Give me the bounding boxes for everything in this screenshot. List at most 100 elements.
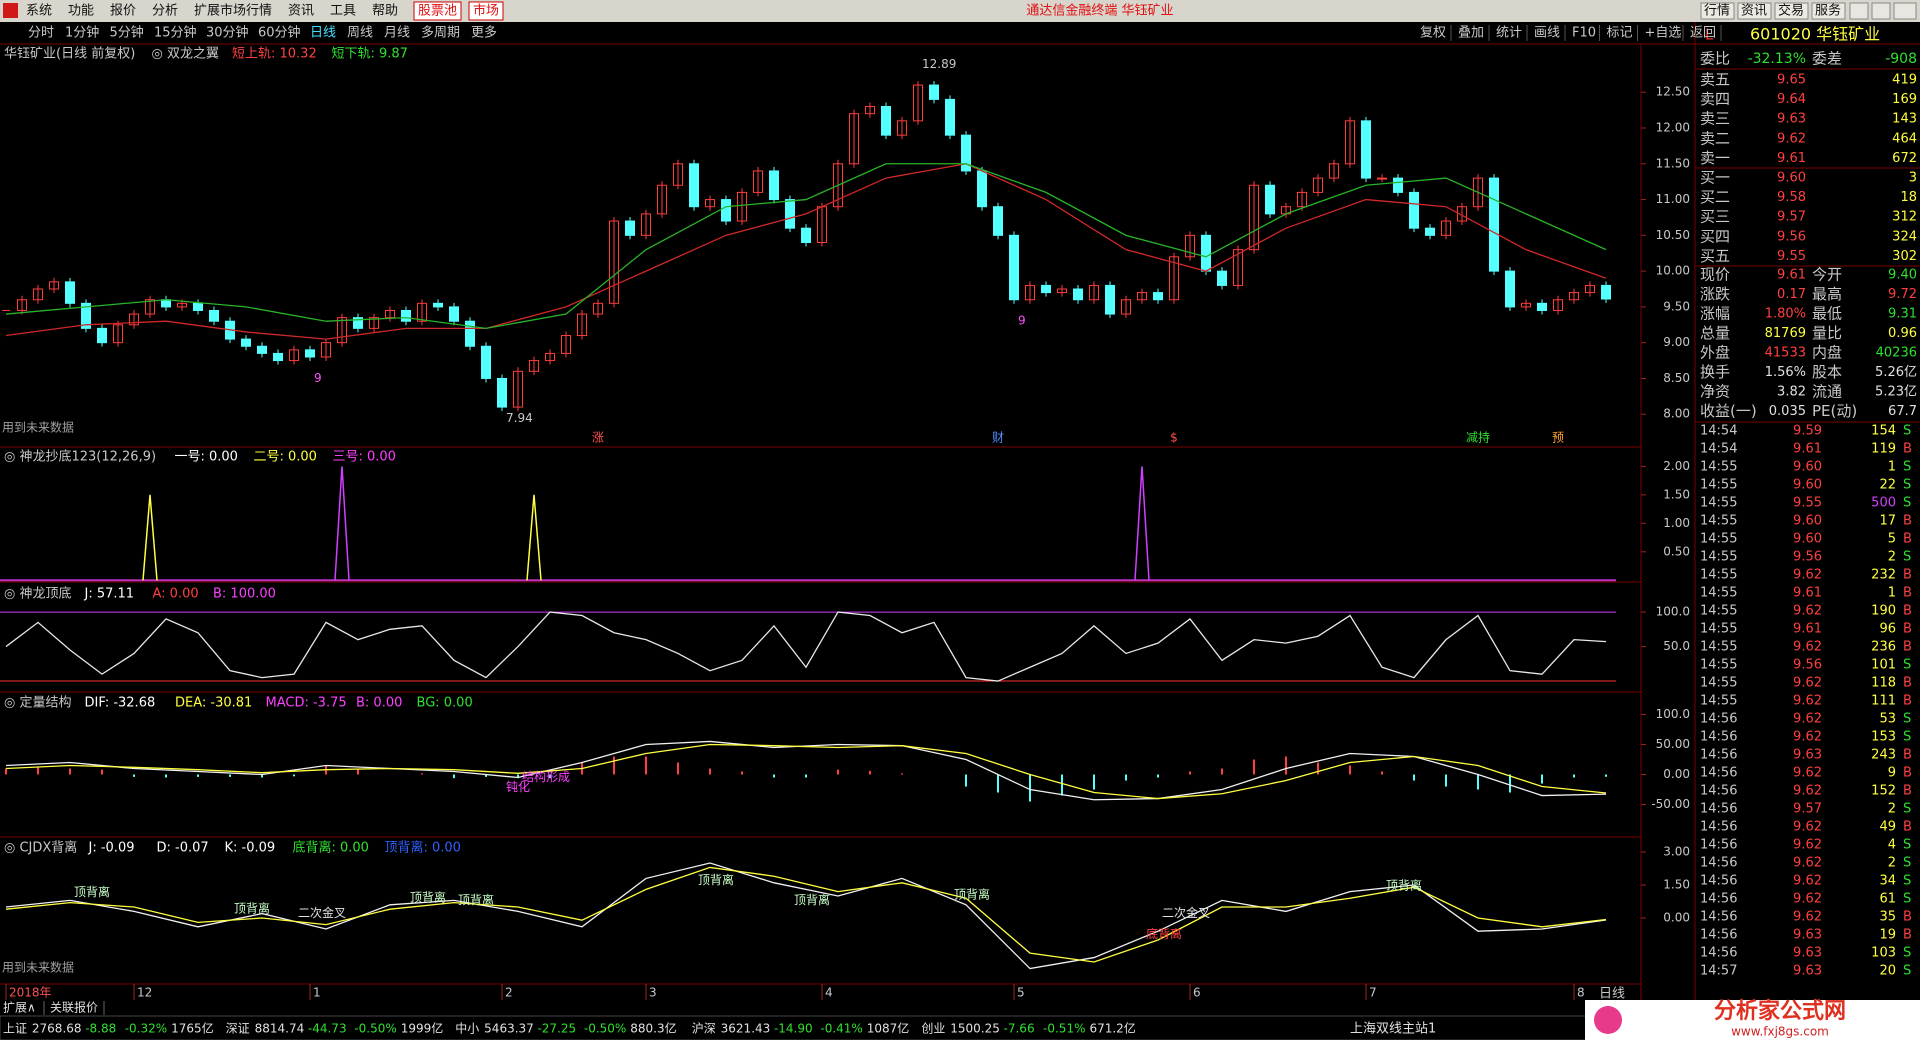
menu-item[interactable]: 系统 (26, 4, 52, 19)
tick-side: S (1903, 874, 1911, 889)
period-button[interactable]: 1分钟 (65, 25, 99, 41)
tick-price: 9.60 (1793, 514, 1822, 529)
indicator-line (5, 743, 1607, 800)
period-button[interactable]: 月线 (384, 26, 410, 41)
book-volume: 672 (1892, 151, 1917, 166)
tool-button[interactable]: 统计 (1496, 26, 1522, 41)
period-button[interactable]: 更多 (471, 25, 497, 41)
period-button[interactable]: 30分钟 (206, 25, 249, 41)
book-price: 9.65 (1777, 73, 1806, 88)
tool-button[interactable]: +自选 (1645, 26, 1682, 41)
tick-side: B (1903, 532, 1912, 547)
index-field: 671.2亿 (1089, 1021, 1135, 1036)
tick-price: 9.61 (1793, 586, 1822, 601)
period-button[interactable]: 日线 (310, 26, 336, 41)
tick-side: S (1903, 730, 1911, 745)
quote-label: 换手 (1700, 363, 1730, 381)
tool-button[interactable]: 叠加 (1458, 26, 1484, 41)
period-button[interactable]: 5分钟 (110, 25, 144, 41)
tick-time: 14:55 (1700, 460, 1737, 475)
period-button[interactable]: 15分钟 (154, 25, 197, 41)
period-button[interactable]: 多周期 (421, 25, 460, 41)
tick-volume: 190 (1871, 604, 1896, 619)
menu-item[interactable]: 工具 (330, 4, 356, 19)
book-label: 卖三 (1700, 110, 1730, 128)
quote-value: 5.23亿 (1875, 385, 1917, 400)
tick-volume: 1 (1888, 460, 1896, 475)
tick-price: 9.62 (1793, 838, 1822, 853)
tick-side: B (1903, 910, 1912, 925)
quote-label: 流通 (1812, 383, 1842, 401)
tool-button[interactable]: 返回 (1690, 26, 1716, 41)
tick-side: B (1903, 604, 1912, 619)
tick-time: 14:56 (1700, 946, 1737, 961)
top-button-label[interactable]: 资讯 (1741, 4, 1767, 19)
quote-label: PE(动) (1812, 402, 1857, 420)
period-button[interactable]: 60分钟 (258, 25, 301, 41)
tick-volume: 152 (1871, 784, 1896, 799)
tick-side: B (1903, 748, 1912, 763)
menu-item[interactable]: 功能 (68, 4, 94, 19)
y-tick-label: 9.00 (1663, 335, 1690, 349)
tick-time: 14:55 (1700, 478, 1737, 493)
bottom-tab[interactable]: 扩展∧ (3, 1001, 36, 1015)
tick-time: 14:56 (1700, 838, 1737, 853)
y-tick-label: 2.00 (1663, 459, 1690, 473)
tick-side: S (1903, 550, 1911, 565)
menu-tab-label[interactable]: 市场 (473, 3, 499, 19)
close-button[interactable] (1893, 2, 1917, 20)
top-button-label[interactable]: 交易 (1778, 3, 1804, 19)
tool-button[interactable]: 标记 (1607, 26, 1633, 41)
menu-item[interactable]: 扩展市场行情 (194, 3, 272, 19)
index-field: -0.50% (584, 1022, 626, 1036)
tick-side: S (1903, 856, 1911, 871)
stock-flag: L (1705, 26, 1714, 44)
footnote: 用到未来数据 (2, 960, 74, 975)
top-button-label[interactable]: 行情 (1704, 4, 1730, 19)
y-tick-label: 9.50 (1663, 299, 1690, 313)
panel-header: ◎ 双龙之翼 (152, 47, 219, 62)
tick-side: S (1903, 838, 1911, 853)
menu-tab-label[interactable]: 股票池 (418, 4, 457, 19)
tool-button[interactable]: F10 (1572, 26, 1596, 41)
y-tick-label: 0.00 (1663, 767, 1690, 781)
y-tick-label: 50.00 (1656, 737, 1690, 751)
book-volume: 419 (1892, 73, 1917, 88)
tick-volume: 35 (1879, 910, 1896, 925)
book-volume: 143 (1892, 112, 1917, 127)
menu-item[interactable]: 资讯 (288, 4, 314, 19)
tick-price: 9.61 (1793, 442, 1822, 457)
tick-time: 14:55 (1700, 496, 1737, 511)
bottom-tab[interactable]: 关联报价 (50, 1000, 98, 1015)
menu-item[interactable]: 帮助 (372, 4, 398, 19)
annotation: 顶背离 (74, 884, 110, 899)
tick-time: 14:55 (1700, 622, 1737, 637)
period-button[interactable]: 分时 (28, 26, 54, 41)
period-button[interactable]: 周线 (347, 26, 373, 41)
menu-item[interactable]: 报价 (110, 4, 136, 19)
y-tick-label: 1.50 (1663, 487, 1690, 501)
index-field: 1087亿 (867, 1021, 910, 1036)
spike (526, 494, 542, 581)
tick-volume: 9 (1888, 766, 1896, 781)
tick-price: 9.59 (1793, 424, 1822, 439)
menu-item[interactable]: 分析 (152, 4, 178, 19)
watermark-title: 分析家公式网 (1714, 998, 1846, 1024)
book-volume: 18 (1900, 190, 1917, 205)
tick-price: 9.57 (1793, 802, 1822, 817)
tick-side: S (1903, 712, 1911, 727)
tool-button[interactable]: 复权 (1420, 25, 1446, 41)
tool-button[interactable]: 画线 (1534, 26, 1560, 41)
top-button-label[interactable]: 服务 (1815, 3, 1841, 19)
tick-time: 14:55 (1700, 694, 1737, 709)
indicator-line (5, 611, 1607, 682)
annotation: 顶背离 (1386, 878, 1422, 893)
book-price: 9.57 (1777, 210, 1806, 225)
minimize-button[interactable] (1849, 2, 1869, 20)
tick-price: 9.63 (1793, 946, 1822, 961)
annotation: 二次金叉 (1162, 905, 1210, 920)
tick-volume: 5 (1888, 532, 1896, 547)
tick-side: B (1903, 640, 1912, 655)
maximize-button[interactable] (1871, 2, 1891, 20)
